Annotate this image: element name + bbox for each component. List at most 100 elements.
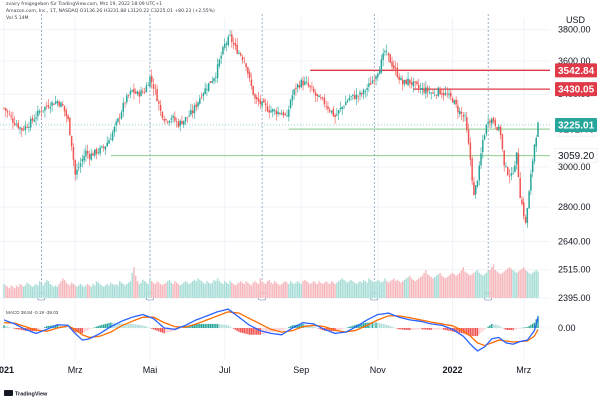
candle-body <box>364 91 367 92</box>
volume-bar <box>305 281 308 298</box>
candle-body <box>26 126 28 128</box>
volume-bar <box>295 282 297 298</box>
candle-body <box>218 59 221 67</box>
volume-bar <box>110 282 112 298</box>
macd-histogram-bar <box>193 324 196 328</box>
volume-bar <box>167 281 169 298</box>
macd-histogram-bar <box>467 328 470 336</box>
candle-body <box>273 109 276 111</box>
candle-body <box>471 158 473 181</box>
candle-body <box>231 34 233 42</box>
volume-bar <box>136 281 139 298</box>
volume-bar <box>403 279 406 298</box>
candle-body <box>129 91 132 95</box>
candle-body <box>239 53 242 56</box>
macd-histogram-bar <box>115 323 117 328</box>
volume-bar <box>250 285 253 298</box>
candle-body <box>78 167 80 169</box>
candle-body <box>417 84 420 88</box>
macd-histogram-bar <box>8 327 11 328</box>
macd-histogram-bar <box>170 328 173 332</box>
volume-bar <box>268 279 270 298</box>
macd-histogram-bar <box>147 327 149 328</box>
candle-body <box>42 110 44 112</box>
macd-histogram-bar <box>234 328 237 330</box>
volume-bar <box>514 271 516 298</box>
volume-bar <box>448 275 450 298</box>
volume-bar <box>47 281 50 298</box>
candle-body <box>387 52 390 56</box>
macd-histogram-bar <box>282 328 285 330</box>
volume-bar <box>334 284 336 298</box>
volume-bar <box>533 271 536 298</box>
volume-bar <box>505 270 507 298</box>
macd-histogram-bar <box>314 327 317 328</box>
time-axis[interactable]: 2021 Mrz Mai Jul Sep Nov 2022 Mrz <box>0 365 532 375</box>
volume-bar <box>446 277 448 298</box>
volume-bar <box>72 284 75 298</box>
candle-body <box>460 111 463 114</box>
volume-bar <box>528 272 530 298</box>
volume-bar <box>475 271 477 298</box>
candle-body <box>161 111 164 118</box>
volume-bar <box>489 270 491 298</box>
time-tick-label: Nov <box>370 365 387 375</box>
candle-body <box>489 120 491 123</box>
macd-histogram-bar <box>154 328 156 331</box>
macd-histogram-bar <box>67 327 69 328</box>
volume-bar <box>256 282 258 298</box>
candle-body <box>462 115 464 117</box>
candle-body <box>222 47 224 55</box>
volume-bar <box>409 275 411 298</box>
candle-body <box>81 159 84 162</box>
candle-body <box>505 166 507 167</box>
volume-bar <box>286 282 288 298</box>
macd-histogram-bar <box>337 328 340 331</box>
candle-body <box>352 94 354 96</box>
macd-histogram-bar <box>491 323 493 328</box>
macd-histogram-bar <box>510 328 512 331</box>
candle-body <box>282 112 285 116</box>
time-tick-label: Sep <box>293 365 309 375</box>
candle-body <box>207 83 210 91</box>
candle-body <box>348 97 351 101</box>
volume-bar <box>215 281 217 298</box>
candle-body <box>133 88 135 93</box>
macd-histogram-bar <box>361 323 363 328</box>
macd-histogram-bar <box>377 322 379 328</box>
macd-histogram-bar <box>79 328 82 334</box>
candle-body <box>393 65 395 69</box>
volume-bar <box>384 278 386 298</box>
volume-bar <box>76 286 78 298</box>
candle-body <box>44 106 46 111</box>
volume-bar <box>70 282 73 298</box>
candle-body <box>533 144 536 162</box>
volume-bar <box>197 278 199 298</box>
candle-body <box>521 199 523 204</box>
volume-bar <box>426 274 429 298</box>
candle-body <box>453 100 456 104</box>
price-axis[interactable]: 3800.003600.003400.003200.003000.002800.… <box>554 25 598 303</box>
macd-histogram-bar <box>220 324 222 328</box>
volume-bar <box>138 284 140 298</box>
volume-bar <box>526 271 529 298</box>
macd-histogram-bar <box>382 323 384 328</box>
volume-bar <box>85 285 87 298</box>
volume-bar <box>186 282 189 298</box>
macd-histogram-bar <box>425 328 427 330</box>
volume-bar <box>291 282 294 298</box>
macd-histogram-bar <box>466 328 468 335</box>
macd-histogram-bar <box>476 328 479 337</box>
volume-bar <box>498 272 500 298</box>
candle-body <box>10 115 12 117</box>
candle-body <box>498 126 500 131</box>
macd-histogram-bar <box>402 328 404 330</box>
candle-body <box>309 85 311 88</box>
volume-bar <box>3 284 5 298</box>
volume-bar <box>462 267 464 298</box>
macd-histogram-bar <box>414 328 416 330</box>
volume-bar <box>257 284 260 298</box>
candle-body <box>407 78 409 86</box>
candle-body <box>200 96 203 98</box>
